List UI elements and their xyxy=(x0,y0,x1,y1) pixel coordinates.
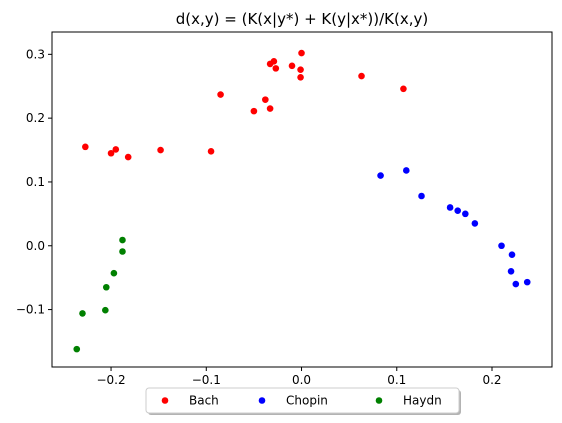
data-point-chopin-5 xyxy=(462,210,469,218)
y-axis: −0.1 0.0 0.1 0.2 0.3 xyxy=(16,47,52,317)
legend-label: Haydn xyxy=(403,394,442,408)
data-point-chopin-8 xyxy=(508,251,516,258)
data-point-bach-17 xyxy=(358,72,365,80)
data-point-chopin-3 xyxy=(446,204,454,211)
y-tick-label: 0.3 xyxy=(26,47,45,61)
legend-label: Chopin xyxy=(286,394,328,408)
chart-title: d(x,y) = (K(x|y*) + K(y|x*))/K(x,y) xyxy=(176,10,428,28)
data-point-haydn-1 xyxy=(79,310,86,317)
x-tick-label: −0.2 xyxy=(96,373,125,387)
legend-entry-haydn: Haydn xyxy=(375,394,442,408)
legend-box xyxy=(145,387,460,414)
data-point-bach-4 xyxy=(157,146,164,154)
x-tick-label: 0.2 xyxy=(482,373,501,387)
series-chopin xyxy=(377,167,531,288)
data-point-bach-8 xyxy=(262,96,269,103)
data-point-bach-9 xyxy=(266,105,274,112)
data-point-haydn-5 xyxy=(119,236,126,244)
data-point-bach-2 xyxy=(112,146,120,153)
data-point-bach-6 xyxy=(217,91,224,98)
x-tick-label: 0.0 xyxy=(292,373,311,387)
data-point-bach-12 xyxy=(272,65,280,72)
x-tick-label: 0.1 xyxy=(387,373,406,387)
data-point-haydn-3 xyxy=(102,283,110,291)
series-haydn xyxy=(73,236,126,353)
data-point-chopin-0 xyxy=(377,172,384,179)
data-point-haydn-2 xyxy=(102,306,109,314)
data-point-bach-7 xyxy=(250,107,258,115)
y-tick-label: 0.1 xyxy=(26,175,45,189)
data-point-bach-3 xyxy=(124,153,132,161)
data-point-haydn-4 xyxy=(110,269,118,277)
legend-marker xyxy=(375,397,383,404)
data-point-chopin-11 xyxy=(523,278,531,286)
data-point-bach-1 xyxy=(107,149,115,157)
plot-frame xyxy=(51,31,553,368)
plot-area xyxy=(51,31,553,368)
data-point-chopin-9 xyxy=(507,267,515,275)
legend-entry-bach: Bach xyxy=(161,394,219,408)
x-tick-label: −0.1 xyxy=(192,373,221,387)
series-bach xyxy=(82,49,407,161)
legend-marker xyxy=(258,397,266,404)
legend-marker xyxy=(161,397,169,404)
data-point-bach-0 xyxy=(82,143,89,151)
x-axis: −0.2 −0.1 0.0 0.1 0.2 xyxy=(96,367,502,387)
data-point-bach-13 xyxy=(288,62,296,70)
data-point-bach-15 xyxy=(297,66,304,73)
data-point-haydn-6 xyxy=(119,248,126,255)
data-point-chopin-1 xyxy=(402,167,410,174)
data-point-chopin-4 xyxy=(454,207,462,214)
data-point-bach-14 xyxy=(298,49,305,57)
data-point-bach-16 xyxy=(297,74,304,81)
data-point-bach-5 xyxy=(207,148,215,155)
y-tick-label: −0.1 xyxy=(16,303,45,317)
legend-entry-chopin: Chopin xyxy=(258,394,328,408)
legend-label: Bach xyxy=(189,394,219,408)
legend: Bach Chopin Haydn xyxy=(145,387,461,415)
y-tick-label: 0.0 xyxy=(26,239,45,253)
data-point-bach-11 xyxy=(270,58,278,65)
data-point-chopin-10 xyxy=(512,280,520,288)
data-point-bach-18 xyxy=(400,85,407,93)
data-point-chopin-7 xyxy=(498,242,505,250)
data-point-chopin-2 xyxy=(418,192,425,200)
data-point-haydn-0 xyxy=(73,345,81,353)
data-point-chopin-6 xyxy=(471,220,479,227)
y-tick-label: 0.2 xyxy=(26,111,45,125)
